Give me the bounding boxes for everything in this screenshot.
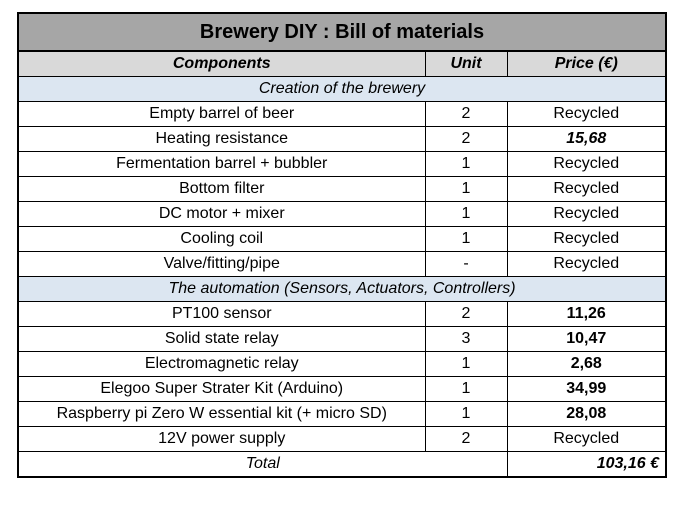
price-cell: Recycled bbox=[506, 101, 667, 127]
header-price: Price (€) bbox=[506, 50, 667, 77]
unit-cell: 2 bbox=[424, 101, 508, 127]
component-cell: Empty barrel of beer bbox=[17, 101, 426, 127]
total-amount: 103,16 € bbox=[506, 451, 667, 478]
section-title: Creation of the brewery bbox=[17, 76, 667, 102]
component-cell: Electromagnetic relay bbox=[17, 351, 426, 377]
price-cell: Recycled bbox=[506, 426, 667, 452]
unit-cell: 1 bbox=[424, 151, 508, 177]
header-unit: Unit bbox=[424, 50, 508, 77]
price-cell: 10,47 bbox=[506, 326, 667, 352]
unit-cell: 1 bbox=[424, 351, 508, 377]
price-cell: 34,99 bbox=[506, 376, 667, 402]
price-cell: Recycled bbox=[506, 151, 667, 177]
price-cell: 11,26 bbox=[506, 301, 667, 327]
section-title: The automation (Sensors, Actuators, Cont… bbox=[17, 276, 667, 302]
table-row: Solid state relay 3 10,47 bbox=[17, 326, 667, 352]
price-cell: 2,68 bbox=[506, 351, 667, 377]
table-title: Brewery DIY : Bill of materials bbox=[16, 12, 668, 52]
unit-cell: 1 bbox=[424, 176, 508, 202]
table-row: Fermentation barrel + bubbler 1 Recycled bbox=[17, 151, 667, 177]
unit-cell: 1 bbox=[424, 401, 508, 427]
table-row: Electromagnetic relay 1 2,68 bbox=[17, 351, 667, 377]
unit-cell: 1 bbox=[424, 226, 508, 252]
unit-cell: 2 bbox=[424, 126, 508, 152]
component-cell: Solid state relay bbox=[17, 326, 426, 352]
table-row: Heating resistance 2 15,68 bbox=[17, 126, 667, 152]
component-cell: Cooling coil bbox=[17, 226, 426, 252]
unit-cell: 3 bbox=[424, 326, 508, 352]
table-row: Raspberry pi Zero W essential kit (+ mic… bbox=[17, 401, 667, 427]
unit-cell: 1 bbox=[424, 201, 508, 227]
component-cell: Bottom filter bbox=[17, 176, 426, 202]
component-cell: Fermentation barrel + bubbler bbox=[17, 151, 426, 177]
table-row: Bottom filter 1 Recycled bbox=[17, 176, 667, 202]
price-cell: 15,68 bbox=[506, 126, 667, 152]
price-cell: Recycled bbox=[506, 251, 667, 277]
unit-cell: 2 bbox=[424, 426, 508, 452]
total-label: Total bbox=[17, 451, 508, 478]
price-cell: Recycled bbox=[506, 176, 667, 202]
table-row: Valve/fitting/pipe - Recycled bbox=[17, 251, 667, 277]
price-cell: Recycled bbox=[506, 201, 667, 227]
table-row: 12V power supply 2 Recycled bbox=[17, 426, 667, 452]
title-row: Brewery DIY : Bill of materials bbox=[16, 12, 668, 52]
header-row: Components Unit Price (€) bbox=[17, 50, 667, 77]
component-cell: Heating resistance bbox=[17, 126, 426, 152]
total-row: Total 103,16 € bbox=[17, 451, 667, 478]
bill-of-materials-table: Brewery DIY : Bill of materials Componen… bbox=[16, 12, 668, 478]
component-cell: Elegoo Super Strater Kit (Arduino) bbox=[17, 376, 426, 402]
table-row: Cooling coil 1 Recycled bbox=[17, 226, 667, 252]
price-cell: 28,08 bbox=[506, 401, 667, 427]
table-row: Empty barrel of beer 2 Recycled bbox=[17, 101, 667, 127]
unit-cell: 1 bbox=[424, 376, 508, 402]
unit-cell: 2 bbox=[424, 301, 508, 327]
component-cell: PT100 sensor bbox=[17, 301, 426, 327]
table-row: Elegoo Super Strater Kit (Arduino) 1 34,99 bbox=[17, 376, 667, 402]
section-row: The automation (Sensors, Actuators, Cont… bbox=[17, 276, 667, 302]
table-row: DC motor + mixer 1 Recycled bbox=[17, 201, 667, 227]
unit-cell: - bbox=[424, 251, 508, 277]
component-cell: Raspberry pi Zero W essential kit (+ mic… bbox=[17, 401, 426, 427]
component-cell: Valve/fitting/pipe bbox=[17, 251, 426, 277]
section-row: Creation of the brewery bbox=[17, 76, 667, 102]
component-cell: 12V power supply bbox=[17, 426, 426, 452]
table-row: PT100 sensor 2 11,26 bbox=[17, 301, 667, 327]
price-cell: Recycled bbox=[506, 226, 667, 252]
component-cell: DC motor + mixer bbox=[17, 201, 426, 227]
header-components: Components bbox=[17, 50, 426, 77]
